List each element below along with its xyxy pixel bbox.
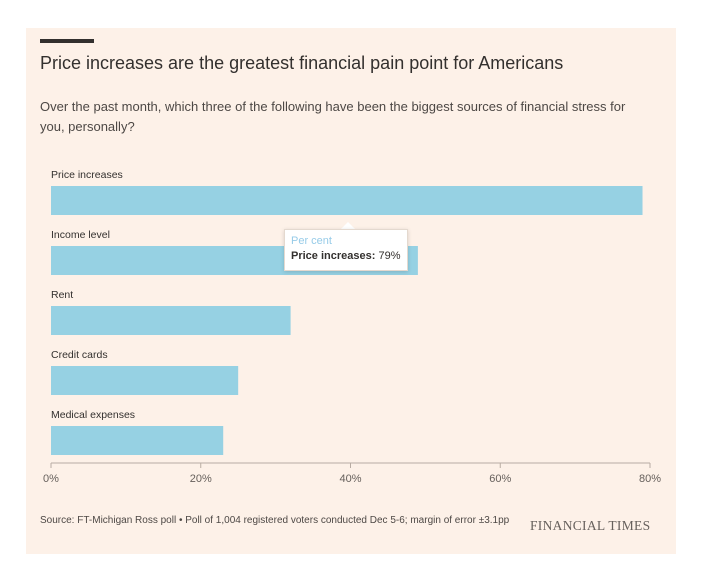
tooltip-heading: Per cent [291,235,332,247]
tooltip-label: Price increases: [291,250,376,262]
x-tick-label: 80% [639,473,661,485]
title-accent-bar [40,39,94,43]
bar-medical-expenses[interactable] [51,426,224,455]
chart-title: Price increases are the greatest financi… [40,53,564,73]
bar-price-increases[interactable] [51,186,643,215]
tooltip-pointer [341,222,355,229]
category-label-income-level: Income level [51,229,110,241]
category-label-rent: Rent [51,289,73,301]
bar-credit-cards[interactable] [51,366,239,395]
brand-logo: FINANCIAL TIMES [530,518,651,533]
category-label-price-increases: Price increases [51,169,123,181]
tooltip-value: 79% [378,250,401,262]
tooltip: Per cent Price increases: 79% [284,229,408,271]
category-label-medical-expenses: Medical expenses [51,409,135,421]
x-tick-label: 40% [339,473,361,485]
source-note: Source: FT-Michigan Ross poll • Poll of … [40,515,510,526]
chart-subtitle: Over the past month, which three of the … [40,99,626,134]
x-tick-label: 60% [489,473,511,485]
tooltip-body: Price increases: 79% [291,248,401,264]
category-label-credit-cards: Credit cards [51,349,108,361]
bar-rent[interactable] [51,306,291,335]
x-tick-label: 0% [43,473,59,485]
x-tick-label: 20% [190,473,212,485]
